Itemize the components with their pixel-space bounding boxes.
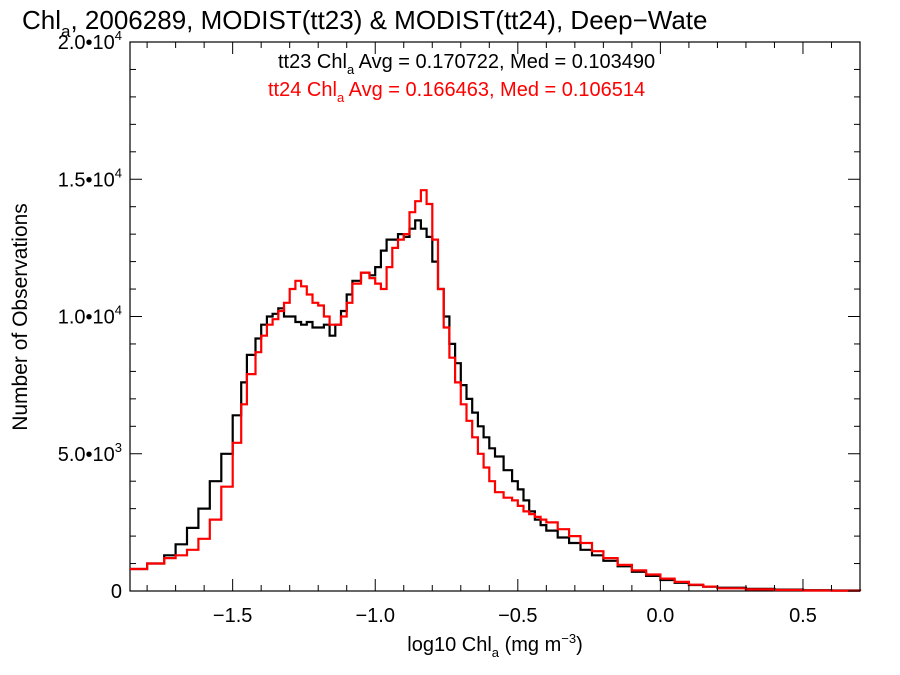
y-tick-label: 5.0•103 (58, 440, 122, 466)
x-tick-label: −1.0 (355, 605, 394, 627)
legend-tt23-stats: tt23 Chla Avg = 0.170722, Med = 0.103490 (278, 51, 655, 77)
chart-title: Chla, 2006289, MODIST(tt23) & MODIST(tt2… (22, 5, 707, 41)
legend-tt24-stats: tt24 Chla Avg = 0.166463, Med = 0.106514 (268, 79, 645, 105)
y-tick-label: 1.0•104 (58, 303, 122, 329)
series-layer (130, 189, 862, 592)
y-axis-label: Number of Observations (9, 203, 32, 431)
x-axis-label: log10 Chla (mg m−3) (407, 631, 582, 660)
y-tick-label: 0 (111, 581, 122, 603)
series-line-tt23 (130, 219, 862, 592)
tick-layer: −1.5 −1.0 −0.5 0.0 0.5 0 5.0•103 1.0•104 1.5•104… (58, 28, 861, 627)
x-tick-label: −0.5 (498, 605, 537, 627)
x-tick-label: 0.0 (646, 605, 674, 627)
x-tick-label: 0.5 (789, 605, 817, 627)
plot-frame (129, 41, 861, 592)
y-tick-label: 1.5•104 (58, 165, 122, 191)
x-tick-label: −1.5 (213, 605, 252, 627)
y-tick-label: 2.0•104 (58, 28, 122, 54)
series-line-tt24 (130, 189, 862, 592)
